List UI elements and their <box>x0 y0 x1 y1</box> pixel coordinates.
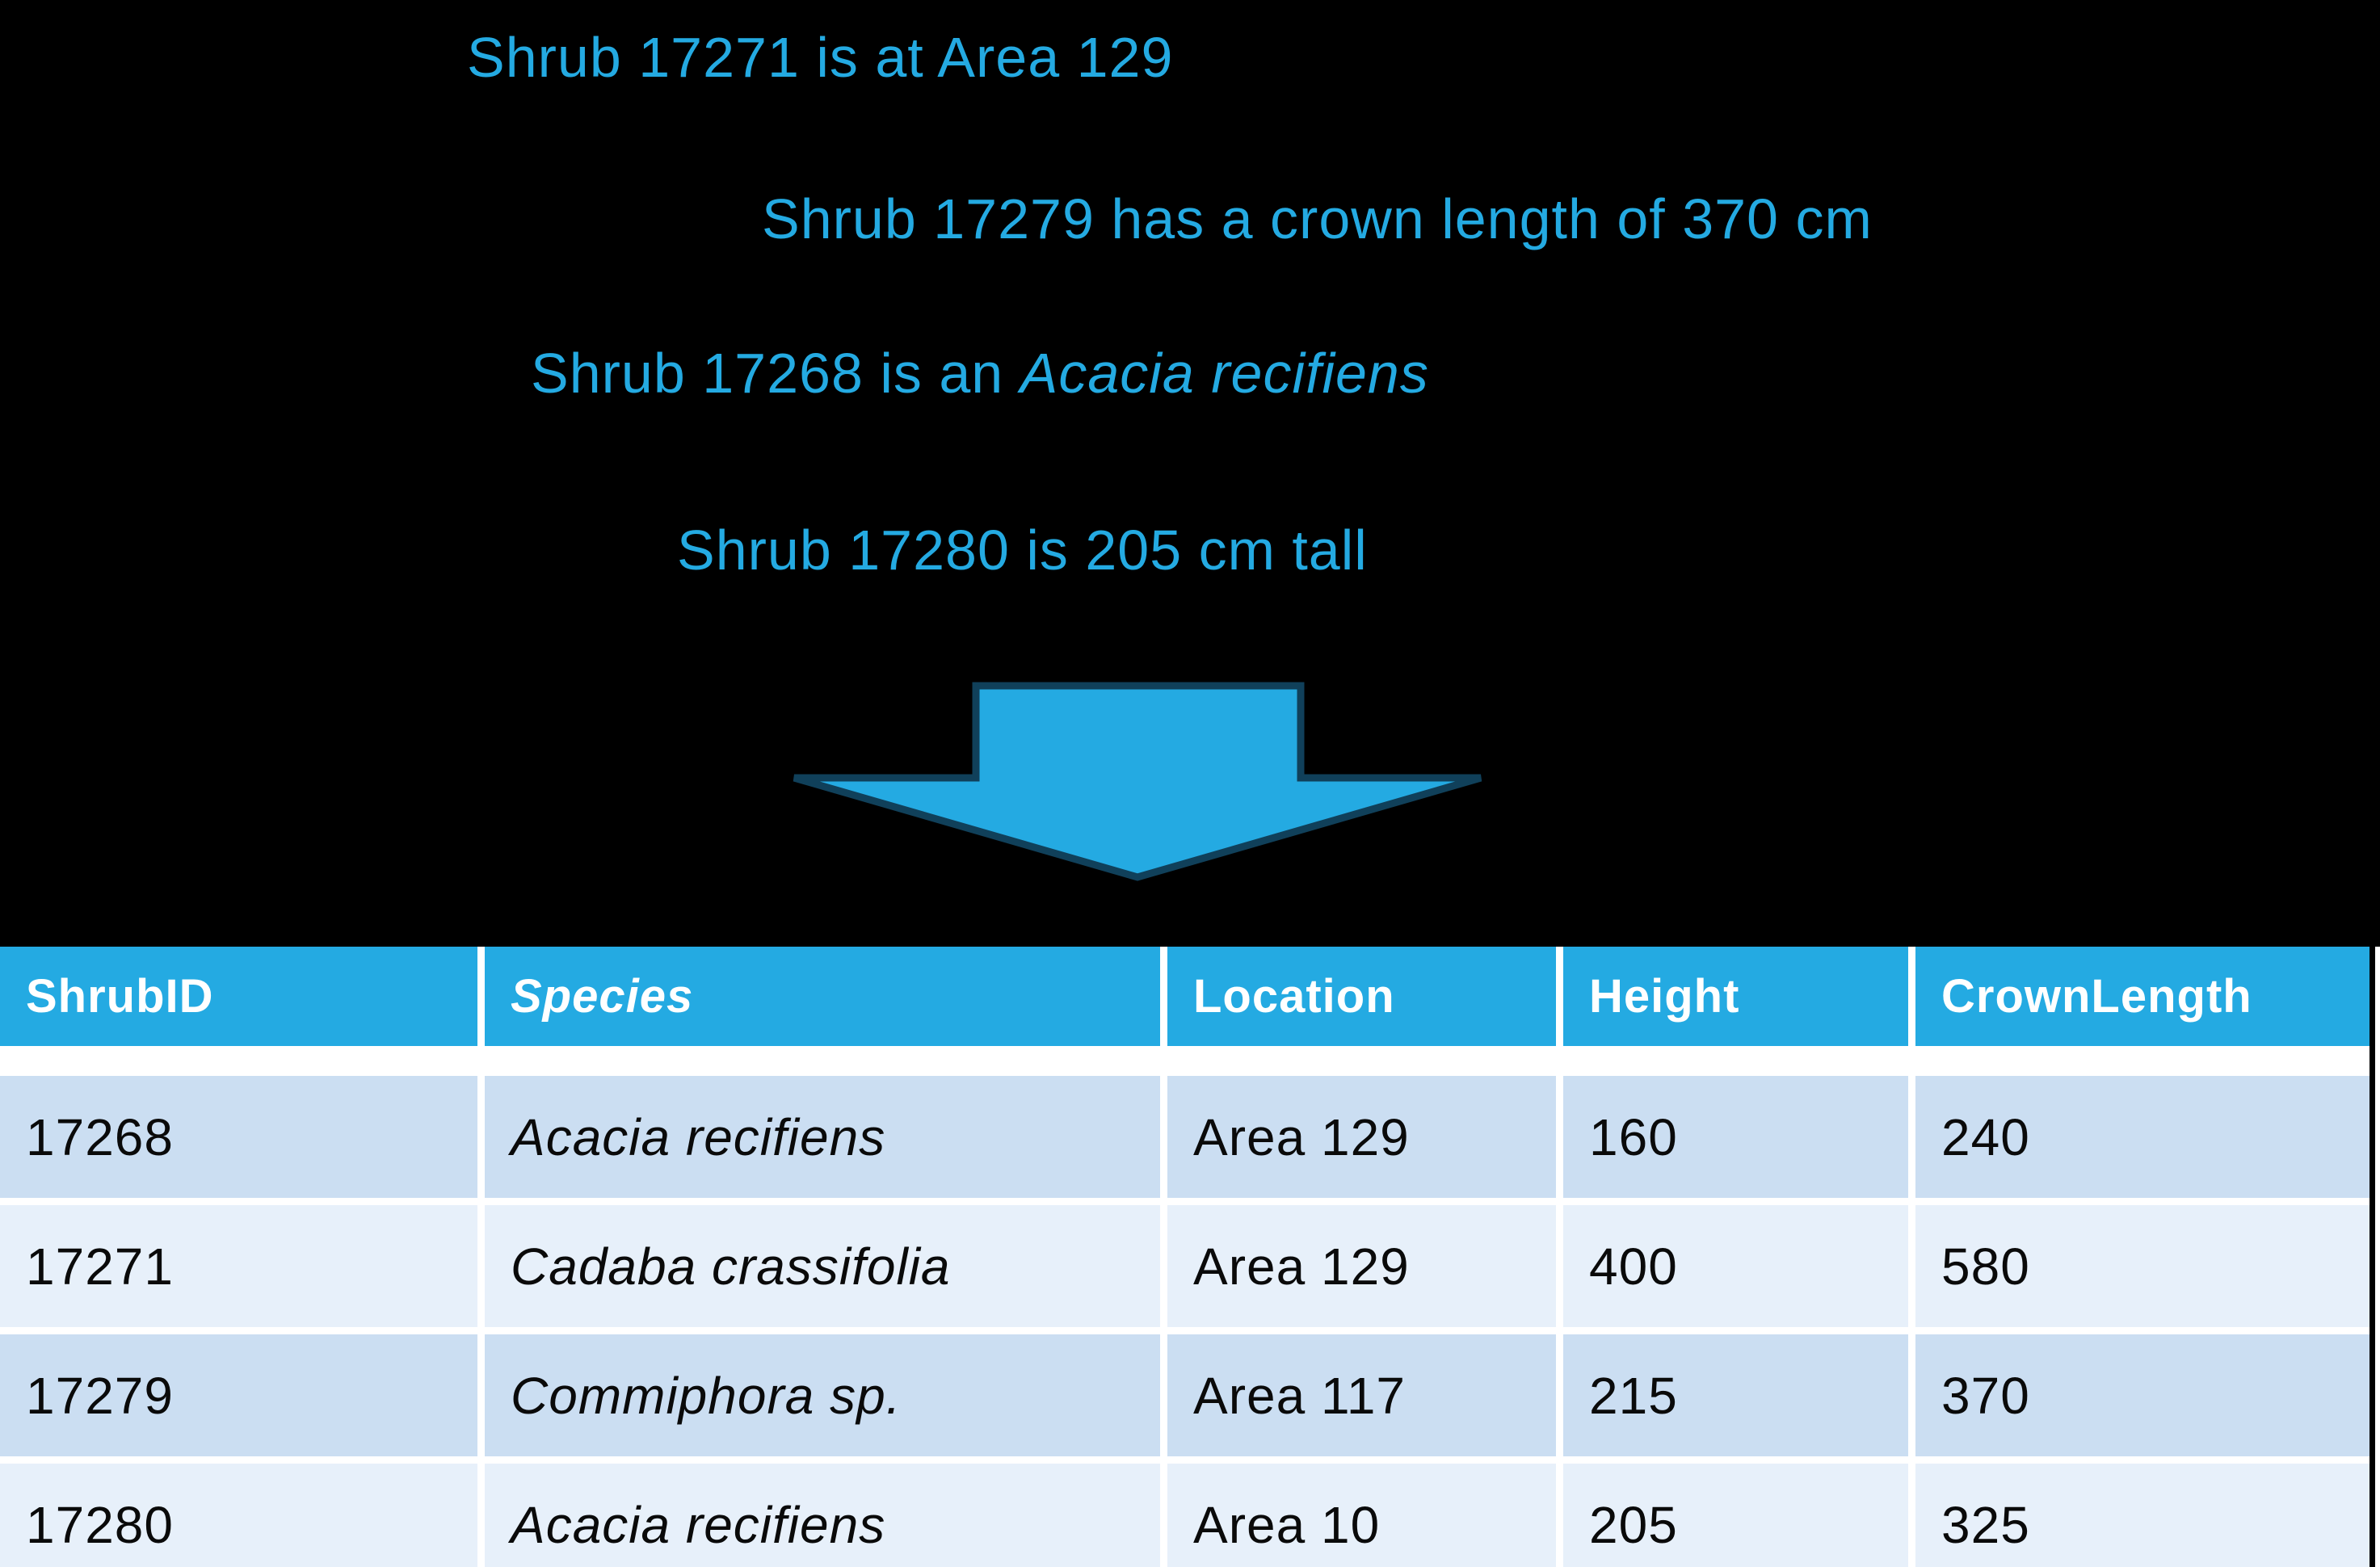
fact-segment: Shrub 17280 is 205 cm tall <box>677 519 1368 582</box>
table-cell: Area 10 <box>1167 1464 1556 1567</box>
table-cell: 160 <box>1563 1076 1908 1198</box>
fact-segment: Shrub 17279 has a crown length of 370 cm <box>762 187 1873 250</box>
table-cell: 370 <box>1915 1334 2369 1456</box>
header-cell-location: Location <box>1167 947 1556 1046</box>
fact-segment: Shrub 17271 is at Area 129 <box>467 26 1174 89</box>
shrub-table: ShrubID Species Location Height CrownLength 1… <box>0 947 2369 1567</box>
table-cell: 240 <box>1915 1076 2369 1198</box>
table-cell: Acacia recifiens <box>485 1464 1160 1567</box>
table-cell: 17280 <box>0 1464 477 1567</box>
table-cell: Cadaba crassifolia <box>485 1205 1160 1327</box>
table-cell: 325 <box>1915 1464 2369 1567</box>
fact-line: Shrub 17268 is an Acacia recifiens <box>531 342 1429 405</box>
fact-segment: Acacia recifiens <box>1020 342 1429 405</box>
header-cell-species: Species <box>485 947 1160 1046</box>
table-cell: 17271 <box>0 1205 477 1327</box>
down-arrow-icon <box>793 682 1482 881</box>
header-cell-height: Height <box>1563 947 1908 1046</box>
fact-line: Shrub 17280 is 205 cm tall <box>677 519 1368 582</box>
table-cell: 17279 <box>0 1334 477 1456</box>
fact-segment: Shrub 17268 is an <box>531 342 1020 405</box>
fact-line: Shrub 17271 is at Area 129 <box>467 27 1173 89</box>
table-cell: 205 <box>1563 1464 1908 1567</box>
table-cell: Commiphora sp. <box>485 1334 1160 1456</box>
table-cell: 17268 <box>0 1076 477 1198</box>
header-cell-crownlength: CrownLength <box>1915 947 2369 1046</box>
table-cell: Area 129 <box>1167 1076 1556 1198</box>
table-cell: 400 <box>1563 1205 1908 1327</box>
table-cell: 215 <box>1563 1334 1908 1456</box>
fact-line: Shrub 17279 has a crown length of 370 cm <box>762 188 1873 250</box>
header-cell-shrubid: ShrubID <box>0 947 477 1046</box>
down-arrow-shape <box>793 682 1482 881</box>
table-cell: Area 117 <box>1167 1334 1556 1456</box>
table-cell: 580 <box>1915 1205 2369 1327</box>
slide-edge-strip <box>2375 947 2380 1567</box>
table-cell: Area 129 <box>1167 1205 1556 1327</box>
table-cell: Acacia recifiens <box>485 1076 1160 1198</box>
